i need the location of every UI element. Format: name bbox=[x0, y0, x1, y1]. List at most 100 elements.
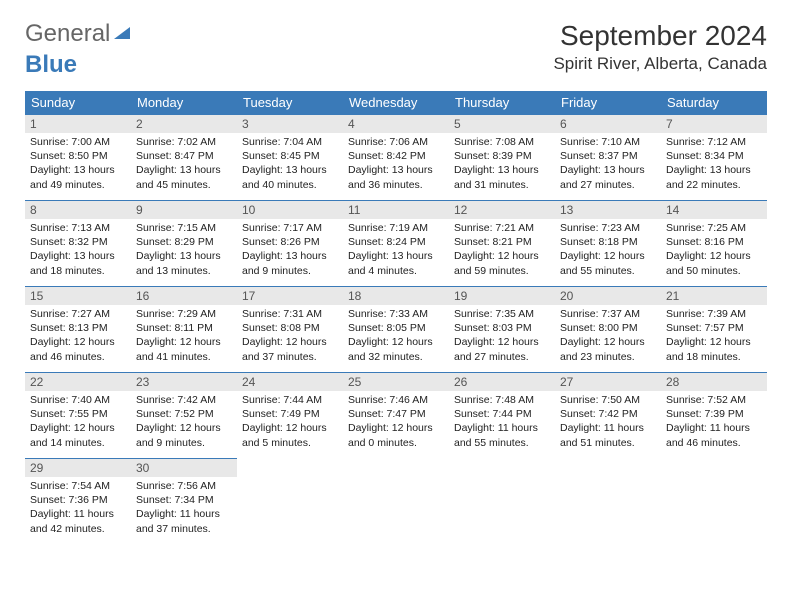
daylight-line: Daylight: 11 hours and 51 minutes. bbox=[560, 422, 644, 448]
day-content: Sunrise: 7:00 AMSunset: 8:50 PMDaylight:… bbox=[25, 133, 131, 196]
calendar-week-row: 1Sunrise: 7:00 AMSunset: 8:50 PMDaylight… bbox=[25, 115, 767, 201]
day-content: Sunrise: 7:37 AMSunset: 8:00 PMDaylight:… bbox=[555, 305, 661, 368]
sunset-line: Sunset: 7:57 PM bbox=[666, 322, 744, 334]
calendar-cell: 10Sunrise: 7:17 AMSunset: 8:26 PMDayligh… bbox=[237, 201, 343, 287]
weekday-header: Monday bbox=[131, 91, 237, 115]
calendar-cell: 20Sunrise: 7:37 AMSunset: 8:00 PMDayligh… bbox=[555, 287, 661, 373]
day-number: 7 bbox=[661, 115, 767, 133]
day-content: Sunrise: 7:23 AM Sunset: 8:18 PM Daylight:… bbox=[555, 219, 661, 282]
sunset-line: Sunset: 8:45 PM bbox=[242, 150, 320, 162]
daylight-line: Daylight: 13 hours and 9 minutes. bbox=[242, 250, 327, 276]
logo-triangle-icon bbox=[112, 20, 132, 48]
daylight-line: Daylight: 12 hours and 0 minutes. bbox=[348, 422, 433, 448]
sunrise-line: Sunrise: 7:52 AM bbox=[666, 394, 746, 406]
weekday-header: Tuesday bbox=[237, 91, 343, 115]
sunrise-line: Sunrise: 7:29 AM bbox=[136, 308, 216, 320]
sunset-line: Sunset: 8:26 PM bbox=[242, 236, 320, 248]
sunrise-line: Sunrise: 7:23 AM bbox=[560, 222, 640, 234]
sunset-line: Sunset: 8:47 PM bbox=[136, 150, 214, 162]
sunset-line: Sunset: 8:29 PM bbox=[136, 236, 214, 248]
sunset-line: Sunset: 8:32 PM bbox=[30, 236, 108, 248]
calendar-cell: 11Sunrise: 7:19 AMSunset: 8:24 PMDayligh… bbox=[343, 201, 449, 287]
calendar-cell: 18Sunrise: 7:33 AMSunset: 8:05 PMDayligh… bbox=[343, 287, 449, 373]
daylight-line: Daylight: 12 hours and 55 minutes. bbox=[560, 250, 645, 276]
daylight-line: Daylight: 12 hours and 41 minutes. bbox=[136, 336, 221, 362]
sunset-line: Sunset: 7:34 PM bbox=[136, 494, 214, 506]
day-content: Sunrise: 7:54 AMSunset: 7:36 PMDaylight:… bbox=[25, 477, 131, 540]
sunrise-line: Sunrise: 7:56 AM bbox=[136, 480, 216, 492]
day-number: 17 bbox=[237, 287, 343, 305]
sunset-line: Sunset: 8:21 PM bbox=[454, 236, 532, 248]
calendar-cell: 7Sunrise: 7:12 AMSunset: 8:34 PMDaylight… bbox=[661, 115, 767, 201]
day-content: Sunrise: 7:31 AMSunset: 8:08 PMDaylight:… bbox=[237, 305, 343, 368]
daylight-line: Daylight: 12 hours and 23 minutes. bbox=[560, 336, 645, 362]
sunrise-line: Sunrise: 7:42 AM bbox=[136, 394, 216, 406]
day-content: Sunrise: 7:52 AMSunset: 7:39 PMDaylight:… bbox=[661, 391, 767, 454]
day-number: 15 bbox=[25, 287, 131, 305]
day-number: 21 bbox=[661, 287, 767, 305]
day-number: 30 bbox=[131, 459, 237, 477]
calendar-cell: 2Sunrise: 7:02 AMSunset: 8:47 PMDaylight… bbox=[131, 115, 237, 201]
calendar-cell: 15Sunrise: 7:27 AMSunset: 8:13 PMDayligh… bbox=[25, 287, 131, 373]
daylight-line: Daylight: 11 hours and 37 minutes. bbox=[136, 508, 220, 534]
sunrise-line: Sunrise: 7:27 AM bbox=[30, 308, 110, 320]
sunset-line: Sunset: 8:03 PM bbox=[454, 322, 532, 334]
sunrise-line: Sunrise: 7:54 AM bbox=[30, 480, 110, 492]
day-number: 9 bbox=[131, 201, 237, 219]
sunset-line: Sunset: 8:18 PM bbox=[560, 236, 638, 248]
sunrise-line: Sunrise: 7:40 AM bbox=[30, 394, 110, 406]
sunrise-line: Sunrise: 7:35 AM bbox=[454, 308, 534, 320]
calendar-cell: 5Sunrise: 7:08 AMSunset: 8:39 PMDaylight… bbox=[449, 115, 555, 201]
daylight-line: Daylight: 12 hours and 14 minutes. bbox=[30, 422, 115, 448]
sunset-line: Sunset: 8:37 PM bbox=[560, 150, 638, 162]
daylight-line: Daylight: 13 hours and 40 minutes. bbox=[242, 164, 327, 190]
sunset-line: Sunset: 7:44 PM bbox=[454, 408, 532, 420]
calendar-cell bbox=[661, 459, 767, 545]
sunrise-line: Sunrise: 7:13 AM bbox=[30, 222, 110, 234]
day-number: 12 bbox=[449, 201, 555, 219]
sunrise-line: Sunrise: 7:50 AM bbox=[560, 394, 640, 406]
day-number: 10 bbox=[237, 201, 343, 219]
calendar-table: Sunday Monday Tuesday Wednesday Thursday… bbox=[25, 91, 767, 544]
daylight-line: Daylight: 11 hours and 42 minutes. bbox=[30, 508, 114, 534]
sunset-line: Sunset: 7:49 PM bbox=[242, 408, 320, 420]
sunrise-line: Sunrise: 7:39 AM bbox=[666, 308, 746, 320]
day-number: 4 bbox=[343, 115, 449, 133]
logo-text-blue: Blue bbox=[25, 51, 77, 79]
day-content: Sunrise: 7:12 AMSunset: 8:34 PMDaylight:… bbox=[661, 133, 767, 196]
sunrise-line: Sunrise: 7:06 AM bbox=[348, 136, 428, 148]
calendar-cell: 21 Sunrise: 7:39 AM Sunset: 7:57 PM Dayligh… bbox=[661, 287, 767, 373]
sunset-line: Sunset: 8:42 PM bbox=[348, 150, 426, 162]
day-content: Sunrise: 7:40 AMSunset: 7:55 PMDaylight:… bbox=[25, 391, 131, 454]
day-number: 5 bbox=[449, 115, 555, 133]
daylight-line: Daylight: 12 hours and 18 minutes. bbox=[666, 336, 751, 362]
day-content: Sunrise: 7:08 AMSunset: 8:39 PMDaylight:… bbox=[449, 133, 555, 196]
sunrise-line: Sunrise: 7:12 AM bbox=[666, 136, 746, 148]
sunset-line: Sunset: 7:47 PM bbox=[348, 408, 426, 420]
day-content: Sunrise: 7:19 AMSunset: 8:24 PMDaylight:… bbox=[343, 219, 449, 282]
daylight-line: Daylight: 13 hours and 27 minutes. bbox=[560, 164, 645, 190]
sunset-line: Sunset: 8:13 PM bbox=[30, 322, 108, 334]
calendar-cell: 12Sunrise: 7:21 AMSunset: 8:21 PMDayligh… bbox=[449, 201, 555, 287]
daylight-line: Daylight: 13 hours and 4 minutes. bbox=[348, 250, 433, 276]
day-number: 8 bbox=[25, 201, 131, 219]
day-content: Sunrise: 7:27 AMSunset: 8:13 PMDaylight:… bbox=[25, 305, 131, 368]
calendar-cell: 16Sunrise: 7:29 AMSunset: 8:11 PMDayligh… bbox=[131, 287, 237, 373]
sunset-line: Sunset: 8:24 PM bbox=[348, 236, 426, 248]
calendar-cell: 22Sunrise: 7:40 AMSunset: 7:55 PMDayligh… bbox=[25, 373, 131, 459]
sunset-line: Sunset: 8:05 PM bbox=[348, 322, 426, 334]
daylight-line: Daylight: 12 hours and 32 minutes. bbox=[348, 336, 433, 362]
day-content: Sunrise: 7:29 AM Sunset: 8:11 PM Daylight:… bbox=[131, 305, 237, 368]
daylight-line: Daylight: 13 hours and 18 minutes. bbox=[30, 250, 115, 276]
daylight-line: Daylight: 13 hours and 49 minutes. bbox=[30, 164, 115, 190]
logo: General bbox=[25, 20, 132, 48]
sunset-line: Sunset: 8:11 PM bbox=[136, 322, 213, 334]
calendar-cell: 26Sunrise: 7:48 AMSunset: 7:44 PMDayligh… bbox=[449, 373, 555, 459]
day-number: 23 bbox=[131, 373, 237, 391]
calendar-cell bbox=[555, 459, 661, 545]
day-number: 13 bbox=[555, 201, 661, 219]
daylight-line: Daylight: 12 hours and 37 minutes. bbox=[242, 336, 327, 362]
day-content: Sunrise: 7:02 AMSunset: 8:47 PMDaylight:… bbox=[131, 133, 237, 196]
sunset-line: Sunset: 7:42 PM bbox=[560, 408, 638, 420]
day-content: Sunrise: 7:35 AMSunset: 8:03 PMDaylight:… bbox=[449, 305, 555, 368]
